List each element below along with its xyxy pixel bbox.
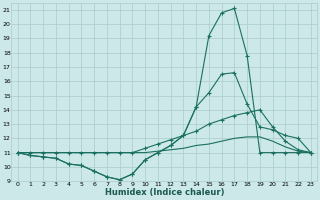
X-axis label: Humidex (Indice chaleur): Humidex (Indice chaleur): [105, 188, 224, 197]
